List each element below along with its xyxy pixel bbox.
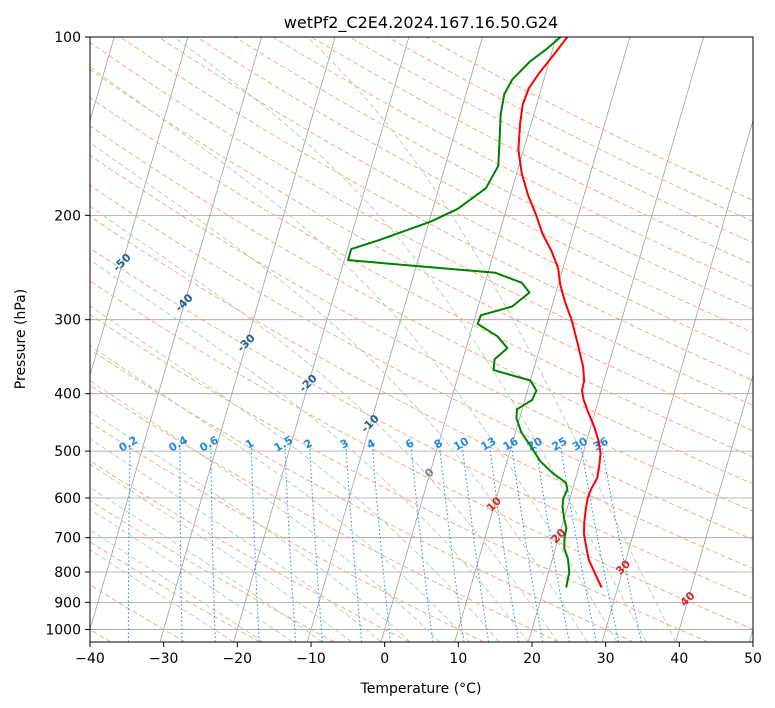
moist-adiabat-line <box>173 37 647 642</box>
dry-adiabat-line <box>158 37 753 357</box>
dry-adiabat-line <box>90 280 753 630</box>
mixing-ratio-line <box>345 445 363 642</box>
x-tick-label: 10 <box>449 651 467 667</box>
mixing-ratio-line <box>535 445 570 642</box>
isotherm-line <box>306 37 483 642</box>
moist-adiabat-line <box>90 205 559 642</box>
y-tick-label: 600 <box>54 491 81 507</box>
dry-adiabat-line <box>90 184 753 541</box>
background-lines <box>90 37 753 642</box>
dry-adiabat-line <box>90 348 634 642</box>
moist-adiabat-line <box>90 486 323 642</box>
plot-frame <box>89 36 754 643</box>
moist-adiabat-line <box>90 66 618 642</box>
x-tick-label: −10 <box>296 651 326 667</box>
x-tick-label: −40 <box>75 651 105 667</box>
isotherm-line <box>454 37 631 642</box>
dry-adiabat-line <box>90 314 709 642</box>
moist-adiabat-line <box>90 259 529 642</box>
moist-adiabat-line <box>307 37 677 642</box>
mixing-ratio-line <box>127 445 131 642</box>
mixing-ratio-line <box>284 445 297 642</box>
isotherm-line <box>527 37 704 642</box>
moist-adiabat-line <box>90 508 293 642</box>
moist-adiabat-line <box>90 345 470 642</box>
moist-adiabat-line <box>90 463 352 642</box>
x-tick-label: 30 <box>597 651 615 667</box>
y-tick-label: 300 <box>54 313 81 329</box>
isotherm-line <box>601 119 753 642</box>
y-tick-label: 400 <box>54 387 81 403</box>
x-tick-label: −20 <box>223 651 253 667</box>
profile-lines <box>347 37 603 589</box>
dewpoint-line <box>347 37 571 588</box>
x-tick-label: 50 <box>744 651 762 667</box>
mixing-ratio-line <box>511 445 544 642</box>
dry-adiabat-line <box>90 384 559 642</box>
moist-adiabat-line <box>90 438 382 642</box>
mixing-ratio-label: 0.1 <box>70 434 93 455</box>
temperature-line <box>517 37 603 589</box>
mixing-ratio-line <box>309 445 323 642</box>
mixing-ratio-line <box>601 445 642 642</box>
dry-adiabat-line <box>90 69 753 432</box>
y-axis-label: Pressure (hPa) <box>13 289 29 389</box>
isotherm-line <box>90 37 262 631</box>
mixing-ratio-line <box>410 445 434 642</box>
axes: −40 −30 −20 −10 0 10 20 30 40 50 100 200 300 400 500 60… <box>45 30 762 667</box>
moist-adiabat-line <box>90 142 588 642</box>
x-tick-label: 20 <box>523 651 541 667</box>
isotherm-line <box>90 37 189 377</box>
dry-adiabat-line <box>90 460 410 642</box>
dry-adiabat-line <box>90 96 753 458</box>
dry-adiabat-line <box>90 247 753 600</box>
dry-adiabat-line <box>90 125 753 485</box>
mixing-ratio-line <box>461 445 490 642</box>
mixing-ratio-line <box>580 445 620 642</box>
y-tick-label: 700 <box>54 531 81 547</box>
dry-adiabat-line <box>234 37 753 310</box>
x-axis-label: Temperature (°C) <box>360 681 482 697</box>
y-tick-label: 200 <box>54 208 81 224</box>
mixing-ratio-line <box>489 445 519 642</box>
dry-adiabat-line <box>387 37 753 222</box>
mixing-ratio-line <box>439 445 465 642</box>
mixing-ratio-line <box>210 445 216 642</box>
y-tick-label: 1000 <box>45 622 81 638</box>
chart-title: wetPf2_C2E4.2024.167.16.50.G24 <box>284 13 558 33</box>
isotherm-line <box>380 37 557 642</box>
mixing-ratio-line <box>559 445 597 642</box>
moist-adiabat-line <box>90 410 411 642</box>
y-tick-label: 100 <box>54 30 81 46</box>
x-tick-label: −30 <box>149 651 179 667</box>
isotherm-line <box>159 37 336 642</box>
moist-adiabat-line <box>90 305 500 642</box>
y-tick-label: 900 <box>54 595 81 611</box>
y-tick-label: 800 <box>54 565 81 581</box>
dry-adiabat-line <box>425 37 753 201</box>
isotherm-line <box>675 373 753 642</box>
mixing-ratio-line <box>371 445 391 642</box>
mixing-ratio-line <box>179 445 183 642</box>
moist-adiabat-line <box>90 529 264 642</box>
y-tick-label: 500 <box>54 444 81 460</box>
isotherm-line <box>233 37 410 642</box>
x-tick-label: 0 <box>380 651 389 667</box>
dry-adiabat-line <box>272 37 753 288</box>
mixing-ratio-line <box>250 445 260 642</box>
x-tick-label: 40 <box>670 651 688 667</box>
dry-adiabat-line <box>120 37 753 381</box>
